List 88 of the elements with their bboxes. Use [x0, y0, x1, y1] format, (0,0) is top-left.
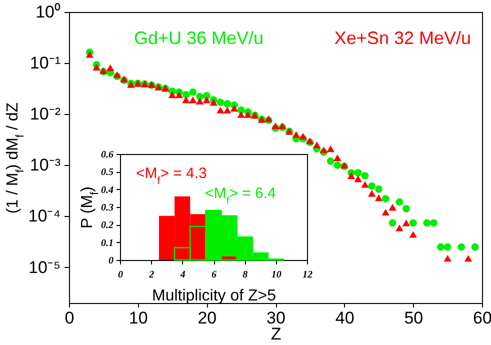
- point: [368, 182, 376, 190]
- y-tick-label: 10⁻²: [30, 104, 61, 124]
- x-tick-label: 6: [212, 270, 216, 280]
- point: [382, 195, 390, 202]
- x-tick-label: 20: [198, 308, 217, 328]
- point: [444, 243, 452, 251]
- point: [299, 132, 307, 140]
- series-label: <M$_{f}$> = 4.3: [136, 165, 207, 187]
- point: [168, 91, 176, 98]
- point: [210, 99, 218, 106]
- x-tick-label: 60: [473, 308, 491, 328]
- point: [402, 220, 410, 226]
- text: Xe+Sn 32 MeV/u: [334, 28, 471, 48]
- point: [444, 254, 452, 262]
- point: [375, 185, 382, 193]
- point: [237, 111, 245, 118]
- point: [92, 64, 100, 71]
- point: [334, 161, 342, 169]
- y-tick-label: 0.6: [101, 150, 114, 160]
- point: [382, 208, 390, 216]
- point: [471, 243, 479, 251]
- x-tick-label: 12: [302, 270, 312, 280]
- point: [430, 219, 438, 227]
- y-tick-label: 0.4: [101, 184, 114, 196]
- point: [223, 106, 232, 114]
- x-tick-label: 50: [404, 308, 424, 328]
- point: [189, 96, 197, 104]
- x-tick-label: 0: [64, 308, 74, 328]
- point: [374, 194, 383, 202]
- x-axis-title: Z: [270, 324, 282, 344]
- point: [396, 224, 404, 232]
- point: [423, 219, 431, 227]
- point: [326, 145, 334, 152]
- point: [320, 146, 328, 154]
- series-label: Gd+U 36 MeV/u: [134, 28, 264, 48]
- point: [182, 96, 190, 104]
- point: [458, 243, 466, 251]
- x-tick-label: 8: [242, 270, 248, 280]
- x-tick-label: 4: [179, 270, 186, 280]
- point: [196, 98, 204, 104]
- y-tick-label: 0.2: [101, 220, 114, 232]
- y-tick-label: 0.5: [101, 167, 114, 178]
- x-tick-label: 0: [118, 270, 123, 280]
- x-tick-label: 2: [148, 270, 154, 280]
- point: [361, 181, 369, 188]
- y-tick-label: 0: [108, 256, 114, 266]
- point: [436, 243, 444, 251]
- x-axis-title: Multiplicity of Z>5: [152, 288, 276, 304]
- y-tick-label: 10⁻⁴: [28, 206, 60, 226]
- y-tick-label: 10⁻³: [30, 156, 61, 175]
- point: [202, 96, 211, 104]
- point: [388, 219, 396, 227]
- point: [182, 91, 190, 98]
- point: [312, 142, 321, 148]
- y-tick-label: 0.1: [101, 238, 114, 249]
- point: [86, 51, 94, 58]
- y-tick-label: 10⁻¹: [30, 54, 61, 73]
- x-tick-label: 10: [271, 270, 282, 280]
- point: [402, 205, 410, 212]
- point: [326, 157, 334, 165]
- point: [272, 122, 280, 130]
- point: [354, 169, 362, 176]
- point: [175, 91, 184, 98]
- y-tick-label: 0.3: [101, 202, 114, 214]
- point: [230, 104, 238, 112]
- series-label: <M$_{f}$> = 6.4: [205, 185, 276, 207]
- point: [224, 100, 232, 108]
- point: [409, 219, 417, 227]
- point: [409, 231, 418, 238]
- point: [368, 190, 376, 197]
- x-tick-label: 10: [128, 308, 148, 328]
- point: [244, 111, 252, 118]
- point: [216, 98, 224, 106]
- y-tick-label: 10⁻⁵: [28, 258, 60, 277]
- point: [106, 64, 114, 72]
- point: [189, 88, 197, 96]
- y-tick-label: 10⁰: [36, 2, 60, 22]
- point: [361, 172, 369, 180]
- point: [292, 131, 300, 138]
- x-tick-label: 30: [266, 308, 286, 328]
- point: [347, 172, 356, 180]
- point: [396, 198, 404, 206]
- point: [216, 106, 224, 114]
- x-tick-label: 40: [335, 308, 354, 328]
- point: [354, 175, 362, 182]
- point: [334, 154, 342, 162]
- point: [388, 204, 396, 211]
- point: [464, 254, 472, 262]
